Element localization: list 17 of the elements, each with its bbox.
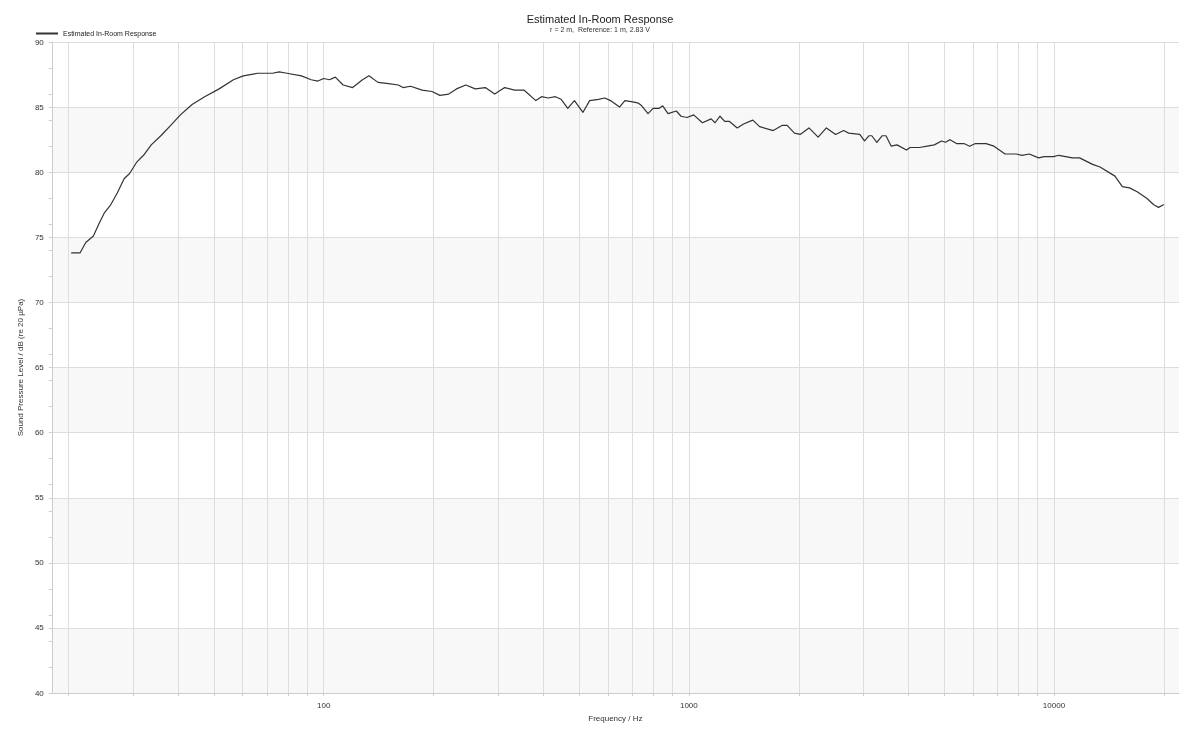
x-tick-label: 100 [317,700,331,710]
chart-title: Estimated In-Room Response [526,12,674,25]
y-tick-label: 60 [34,428,45,438]
y-tick-label: 55 [34,493,45,503]
y-tick-label: 65 [34,363,45,373]
y-tick-label: 70 [34,297,45,307]
y-tick-label: 45 [34,623,45,633]
x-axis-title: Frequency / Hz [588,713,643,723]
x-tick-label: 1000 [679,700,699,710]
y-tick-label: 50 [34,558,45,568]
x-tick-label: 10000 [1042,700,1066,710]
y-tick-label: 75 [34,232,45,242]
y-tick-label: 85 [34,102,45,112]
y-axis-title: Sound Pressure Level / dB (re 20 µPa) [15,298,25,437]
y-tick-label: 40 [34,688,45,698]
y-tick-label: 90 [34,37,45,47]
y-tick-label: 80 [34,167,45,177]
